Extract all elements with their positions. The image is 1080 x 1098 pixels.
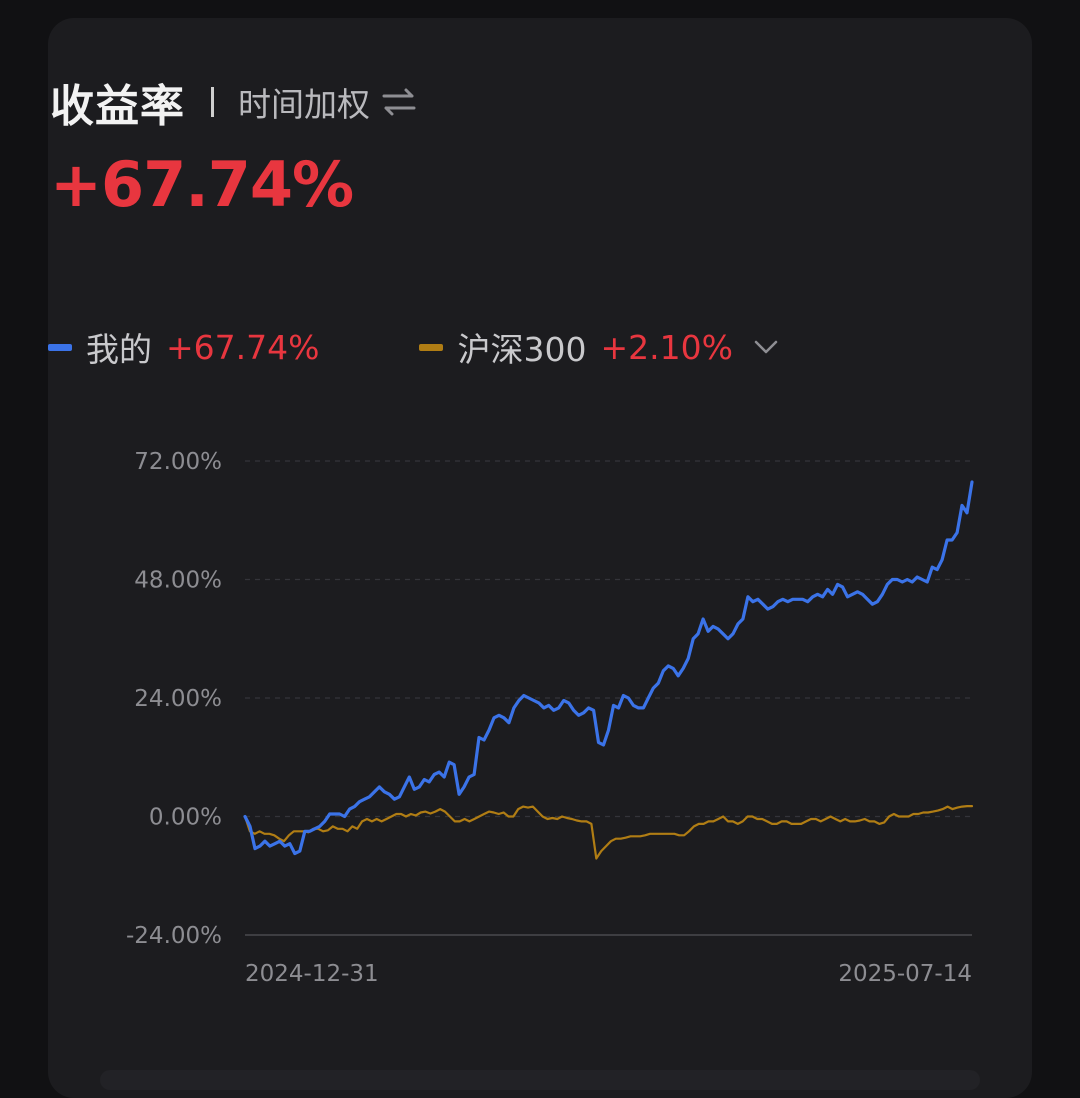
legend-swatch-mine [48,343,72,351]
x-end-label: 2025-07-14 [838,961,972,987]
returns-card [48,18,1032,1098]
y-tick-label: 48.00% [134,568,222,594]
legend-value-index: +2.10% [600,327,733,367]
y-tick-label: 0.00% [149,805,222,831]
y-tick-label: 24.00% [134,686,222,712]
weighting-mode-label[interactable]: 时间加权 [238,85,370,124]
total-return-value: +67.74% [50,148,354,221]
legend-swatch-index [419,343,444,351]
swap-arrows-icon[interactable] [380,84,418,120]
card-header: 收益率 时间加权 [50,74,418,132]
next-card-edge [100,1070,980,1090]
legend-item-mine: 我的 +67.74% [48,323,319,371]
y-tick-label: 72.00% [134,449,222,475]
page-title: 收益率 [50,81,185,132]
series-line-index [243,804,974,860]
legend-value-mine: +67.74% [166,327,320,367]
title-separator [211,87,214,117]
x-start-label: 2024-12-31 [245,961,379,987]
chart-legend: 我的 +67.74% 沪深300 +2.10% [48,322,781,372]
y-tick-label: -24.00% [126,923,222,949]
chevron-down-icon[interactable] [751,332,781,362]
legend-item-index[interactable]: 沪深300 +2.10% [419,323,780,371]
series-line-mine [243,480,974,856]
legend-name-mine: 我的 [86,330,152,369]
legend-name-index: 沪深300 [457,330,587,369]
